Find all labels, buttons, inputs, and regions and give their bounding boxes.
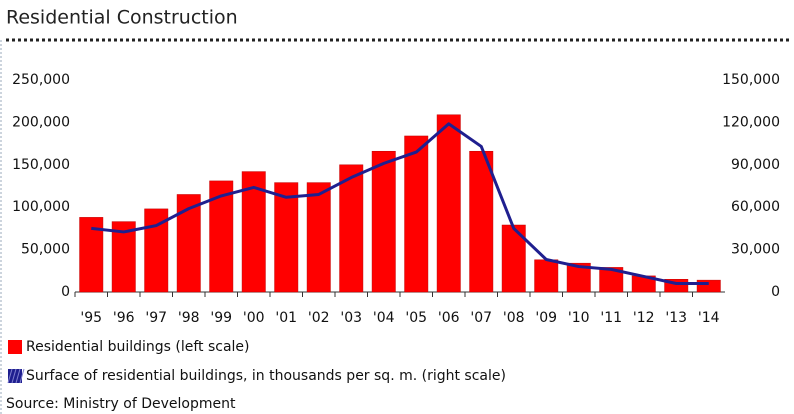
bar: [436, 114, 461, 293]
bar: [566, 262, 591, 293]
bar: [696, 279, 721, 293]
x-tick-label: '02: [308, 310, 330, 326]
x-tick-label: '98: [178, 310, 200, 326]
legend-hatch: [11, 368, 17, 384]
bar: [111, 221, 136, 293]
y-tick-label: 200,000: [12, 114, 70, 130]
y2-tick-label: 90,000: [731, 157, 780, 173]
x-tick-label: '10: [568, 310, 590, 326]
x-tick-label: '12: [633, 310, 655, 326]
x-tick-label: '01: [275, 310, 297, 326]
x-tick-label: '14: [698, 310, 720, 326]
bar: [339, 164, 364, 293]
x-tick-label: '97: [145, 310, 167, 326]
y2-tick-label: 60,000: [731, 199, 780, 215]
x-tick-label: '00: [243, 310, 265, 326]
bar: [79, 217, 104, 293]
bar: [371, 150, 396, 293]
bar: [534, 259, 559, 293]
bar: [209, 180, 234, 293]
x-tick-label: '07: [470, 310, 492, 326]
legend-swatch: [8, 340, 22, 354]
x-tick-label: '96: [113, 310, 135, 326]
x-tick-label: '95: [80, 310, 102, 326]
y-tick-label: 250,000: [12, 72, 70, 88]
legend-hatch: [15, 368, 21, 384]
x-tick-label: '99: [210, 310, 232, 326]
line: [91, 122, 709, 286]
bar: [599, 267, 624, 293]
x-tick-label: '06: [438, 310, 460, 326]
y2-tick-label: 150,000: [722, 72, 780, 88]
y-tick-label: 50,000: [21, 242, 70, 258]
x-tick-label: '13: [665, 310, 687, 326]
y2-tick-label: 0: [771, 284, 780, 300]
bar: [306, 182, 331, 293]
bar: [241, 171, 266, 293]
x-tick-label: '09: [535, 310, 557, 326]
x-tick-label: '11: [600, 310, 622, 326]
bar: [144, 208, 169, 293]
y-tick-label: 100,000: [12, 199, 70, 215]
legend-hatch: [19, 368, 25, 384]
bar: [176, 194, 201, 293]
legend-label: Surface of residential buildings, in tho…: [26, 368, 506, 384]
bar: [274, 182, 299, 293]
x-tick-label: '08: [503, 310, 525, 326]
legend-hatch: [7, 368, 13, 384]
legend-label: Residential buildings (left scale): [26, 339, 250, 355]
bar: [404, 135, 429, 293]
x-tick-label: '03: [340, 310, 362, 326]
y2-tick-label: 30,000: [731, 242, 780, 258]
x-tick-label: '04: [373, 310, 395, 326]
y2-tick-label: 120,000: [722, 114, 780, 130]
chart-title: Residential Construction: [6, 7, 238, 29]
y-tick-label: 0: [61, 284, 70, 300]
y-tick-label: 150,000: [12, 157, 70, 173]
bar: [469, 150, 494, 293]
source: Source: Ministry of Development: [6, 396, 236, 412]
x-tick-label: '05: [405, 310, 427, 326]
